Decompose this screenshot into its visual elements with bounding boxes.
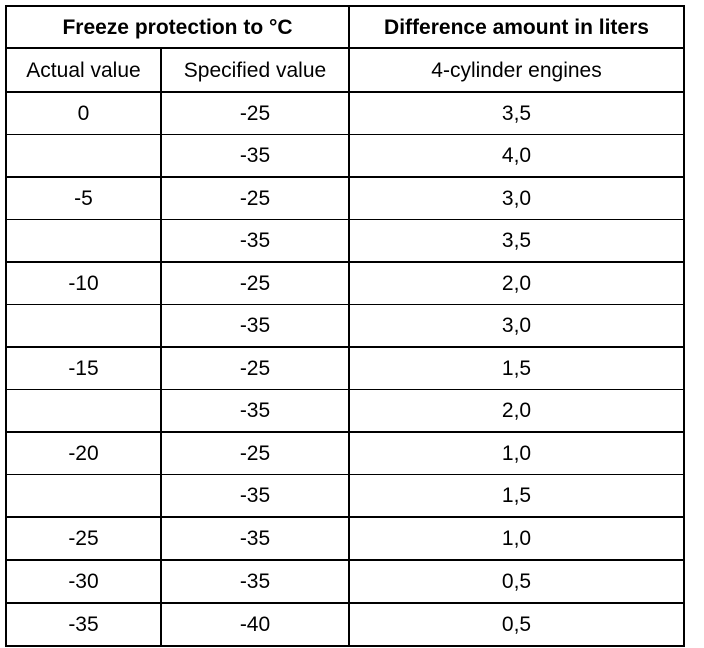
table-row: -35 1,5 — [5, 474, 685, 518]
subheader-specified-value: Specified value — [160, 47, 350, 93]
cell-specified: -35 — [160, 559, 350, 604]
table-row: -35 3,5 — [5, 219, 685, 263]
cell-specified: -25 — [160, 261, 350, 305]
cell-specified: -35 — [160, 304, 350, 348]
cell-actual — [5, 389, 162, 433]
cell-actual: -20 — [5, 431, 162, 475]
cell-actual: -15 — [5, 346, 162, 390]
cell-actual: -10 — [5, 261, 162, 305]
cell-actual — [5, 219, 162, 263]
coolant-table-container: Freeze protection to °C Difference amoun… — [5, 5, 685, 647]
cell-amount: 0,5 — [348, 602, 685, 647]
cell-specified: -25 — [160, 346, 350, 390]
cell-amount: 2,0 — [348, 261, 685, 305]
cell-amount: 0,5 — [348, 559, 685, 604]
cell-specified: -35 — [160, 389, 350, 433]
table-body: 0 -25 3,5 -35 4,0 -5 -25 3,0 -35 3,5 -10 — [5, 91, 685, 647]
table-row: -15 -25 1,5 — [5, 346, 685, 390]
cell-actual — [5, 474, 162, 518]
cell-amount: 3,5 — [348, 219, 685, 263]
cell-specified: -25 — [160, 431, 350, 475]
header-freeze-protection: Freeze protection to °C — [5, 5, 350, 49]
cell-specified: -40 — [160, 602, 350, 647]
table-row: -25 -35 1,0 — [5, 516, 685, 561]
cell-actual — [5, 304, 162, 348]
table-row: -20 -25 1,0 — [5, 431, 685, 475]
cell-amount: 3,0 — [348, 304, 685, 348]
table-header-row: Freeze protection to °C Difference amoun… — [5, 5, 685, 49]
table-subheader-row: Actual value Specified value 4-cylinder … — [5, 47, 685, 93]
subheader-actual-value: Actual value — [5, 47, 162, 93]
cell-amount: 1,5 — [348, 346, 685, 390]
table-row: -30 -35 0,5 — [5, 559, 685, 604]
cell-actual: -5 — [5, 176, 162, 220]
cell-actual: -35 — [5, 602, 162, 647]
subheader-engines: 4-cylinder engines — [348, 47, 685, 93]
coolant-difference-table: Freeze protection to °C Difference amoun… — [5, 5, 685, 647]
table-row: -10 -25 2,0 — [5, 261, 685, 305]
cell-actual — [5, 134, 162, 178]
table-row: -5 -25 3,0 — [5, 176, 685, 220]
cell-specified: -25 — [160, 91, 350, 135]
cell-amount: 1,0 — [348, 516, 685, 561]
cell-amount: 1,5 — [348, 474, 685, 518]
cell-specified: -35 — [160, 134, 350, 178]
cell-actual: -30 — [5, 559, 162, 604]
cell-amount: 1,0 — [348, 431, 685, 475]
cell-amount: 2,0 — [348, 389, 685, 433]
cell-amount: 3,5 — [348, 91, 685, 135]
cell-specified: -35 — [160, 474, 350, 518]
cell-actual: 0 — [5, 91, 162, 135]
table-row: 0 -25 3,5 — [5, 91, 685, 135]
cell-specified: -35 — [160, 219, 350, 263]
cell-actual: -25 — [5, 516, 162, 561]
table-row: -35 3,0 — [5, 304, 685, 348]
header-difference-amount: Difference amount in liters — [348, 5, 685, 49]
cell-amount: 3,0 — [348, 176, 685, 220]
cell-amount: 4,0 — [348, 134, 685, 178]
cell-specified: -35 — [160, 516, 350, 561]
cell-specified: -25 — [160, 176, 350, 220]
table-row: -35 4,0 — [5, 134, 685, 178]
table-row: -35 2,0 — [5, 389, 685, 433]
table-row: -35 -40 0,5 — [5, 602, 685, 647]
